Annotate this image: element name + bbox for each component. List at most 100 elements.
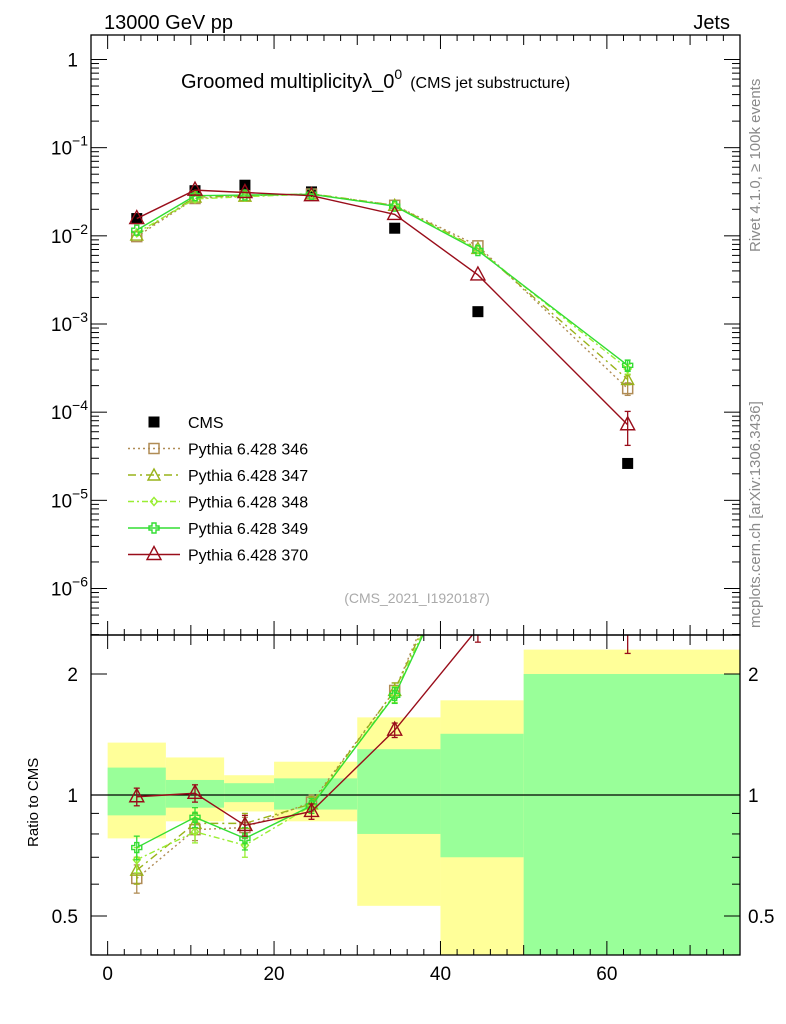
ratio-point-pythia-6-428-349 <box>131 841 143 854</box>
y-tick-label: 10−6 <box>51 574 88 601</box>
main-point-pythia-6-428-349 <box>472 244 484 257</box>
band-inner <box>357 749 441 834</box>
ratio-series <box>128 342 635 894</box>
ratio-ylabel: Ratio to CMS <box>25 758 42 847</box>
plot-title: Groomed multiplicityλ_00 (CMS jet substru… <box>181 66 570 93</box>
main-point-pythia-6-428-370 <box>128 209 145 225</box>
main-line-pythia-6-428-349 <box>136 193 629 366</box>
ratio-point-pythia-6-428-346 <box>473 489 483 499</box>
legend-label-pythia-6-428-347: Pythia 6.428 347 <box>188 468 308 485</box>
y-tick-label: 2 <box>67 665 78 686</box>
y-tick-label: 10−1 <box>51 133 88 160</box>
ratio-point-pythia-6-428-348 <box>132 854 142 865</box>
main-point-cms <box>389 222 401 234</box>
main-point-pythia-6-428-349 <box>131 224 143 236</box>
ratio-point-pythia-6-428-348 <box>474 507 481 515</box>
main-point-pythia-6-428-346 <box>131 230 143 243</box>
main-point-pythia-6-428-370 <box>469 265 487 281</box>
y-tick-label-exp: −2 <box>72 221 88 237</box>
main-point-cms <box>622 457 634 469</box>
header-right: Jets <box>693 12 730 34</box>
main-line-pythia-6-428-346 <box>136 193 629 390</box>
legend-label-pythia-6-428-349: Pythia 6.428 349 <box>188 521 308 538</box>
y-tick-label: 10−3 <box>51 309 88 336</box>
ratio-point-pythia-6-428-370 <box>236 815 254 832</box>
legend-marker-pythia-6-428-349 <box>148 522 160 534</box>
main-series <box>128 179 636 469</box>
x-tick-label: 40 <box>430 964 451 985</box>
ratio-point-pythia-6-428-347 <box>129 862 144 876</box>
legend-label-pythia-6-428-348: Pythia 6.428 348 <box>188 495 308 512</box>
side-text-top: Rivet 4.1.0, ≥ 100k events <box>747 79 764 252</box>
ratio-point-pythia-6-428-349 <box>623 342 633 352</box>
ratio-point-pythia-6-428-349 <box>473 513 483 523</box>
main-point-pythia-6-428-370 <box>186 180 204 196</box>
ratio-point-pythia-6-428-370 <box>128 787 145 803</box>
main-panel-frame <box>90 34 741 636</box>
y-tick-label-right: 2 <box>748 665 759 686</box>
y-tick-label: 10−5 <box>51 485 88 512</box>
main-point-pythia-6-428-347 <box>129 227 144 241</box>
side-text-bottom: mcplots.cern.ch [arXiv:1306.3436] <box>747 401 764 628</box>
y-tick-label-base: 1 <box>67 51 78 72</box>
y-tick-label-base: 10 <box>51 403 72 424</box>
y-tick-label: 1 <box>67 786 78 807</box>
y-tick-label-base: 10 <box>51 491 72 512</box>
y-tick-label: 1 <box>67 51 78 72</box>
legend-marker-cms <box>148 416 160 428</box>
y-tick-label-right: 1 <box>748 786 759 807</box>
y-tick-label: 10−4 <box>51 397 88 424</box>
y-tick-label: 10−2 <box>51 221 88 248</box>
x-tick-label: 20 <box>263 964 284 985</box>
y-tick-label-exp: −3 <box>72 309 88 325</box>
main-point-pythia-6-428-349 <box>621 359 634 372</box>
main-line-pythia-6-428-370 <box>136 189 629 426</box>
band-inner <box>523 674 740 955</box>
ratio-bands <box>107 649 740 955</box>
y-tick-label-right: 0.5 <box>748 907 774 928</box>
ratio-point-pythia-6-428-349 <box>388 689 401 702</box>
y-tick-label-base: 10 <box>51 139 72 160</box>
y-tick-label: 0.5 <box>52 907 78 928</box>
plot-title-sup: 0 <box>394 66 402 82</box>
legend-marker-pythia-6-428-348 <box>149 496 159 507</box>
band-inner <box>224 783 275 803</box>
ratio-point-pythia-6-428-370 <box>471 620 485 633</box>
ratio-point-pythia-6-428-347 <box>472 501 484 512</box>
main-line-pythia-6-428-348 <box>136 193 629 370</box>
ratio-point-pythia-6-428-370 <box>303 801 320 818</box>
y-tick-label-exp: −1 <box>72 133 88 149</box>
legend-marker-pythia-6-428-370 <box>145 545 163 561</box>
y-tick-label-base: 10 <box>51 580 72 601</box>
y-tick-label-exp: −4 <box>72 397 88 413</box>
ratio-point-pythia-6-428-348 <box>190 826 200 837</box>
x-tick-label: 0 <box>102 964 113 985</box>
ratio-point-pythia-6-428-349 <box>189 811 201 824</box>
legend-label-cms: CMS <box>188 415 224 432</box>
legend-marker-pythia-6-428-346 <box>148 442 160 455</box>
main-point-pythia-6-428-370 <box>236 183 254 199</box>
y-tick-label-exp: −6 <box>72 574 88 590</box>
ratio-point-pythia-6-428-370 <box>186 783 204 799</box>
header-left: 13000 GeV pp <box>104 12 233 34</box>
main-point-pythia-6-428-347 <box>620 371 635 386</box>
x-tick-label: 60 <box>596 964 617 985</box>
ratio-point-pythia-6-428-370 <box>386 720 403 736</box>
main-point-cms <box>472 306 484 318</box>
ratio-point-pythia-6-428-370 <box>621 610 635 623</box>
legend-marker-pythia-6-428-347 <box>146 467 162 481</box>
y-tick-label-exp: −5 <box>72 485 88 501</box>
main-point-cms <box>305 186 317 198</box>
y-tick-label-base: 10 <box>51 315 72 336</box>
main-point-pythia-6-428-370 <box>619 415 636 431</box>
main-point-pythia-6-428-370 <box>386 204 403 221</box>
legend-label-pythia-6-428-370: Pythia 6.428 370 <box>188 548 308 565</box>
watermark: (CMS_2021_I1920187) <box>344 590 490 606</box>
plot-title-sub: (CMS jet substructure) <box>410 75 570 92</box>
plot-title-main: Groomed multiplicityλ_0 <box>181 71 394 93</box>
legend-label-pythia-6-428-346: Pythia 6.428 346 <box>188 442 308 459</box>
legend: CMS Pythia 6.428 346 Pythia 6.428 347 Pythi… <box>128 415 308 565</box>
y-tick-label-base: 10 <box>51 227 72 248</box>
